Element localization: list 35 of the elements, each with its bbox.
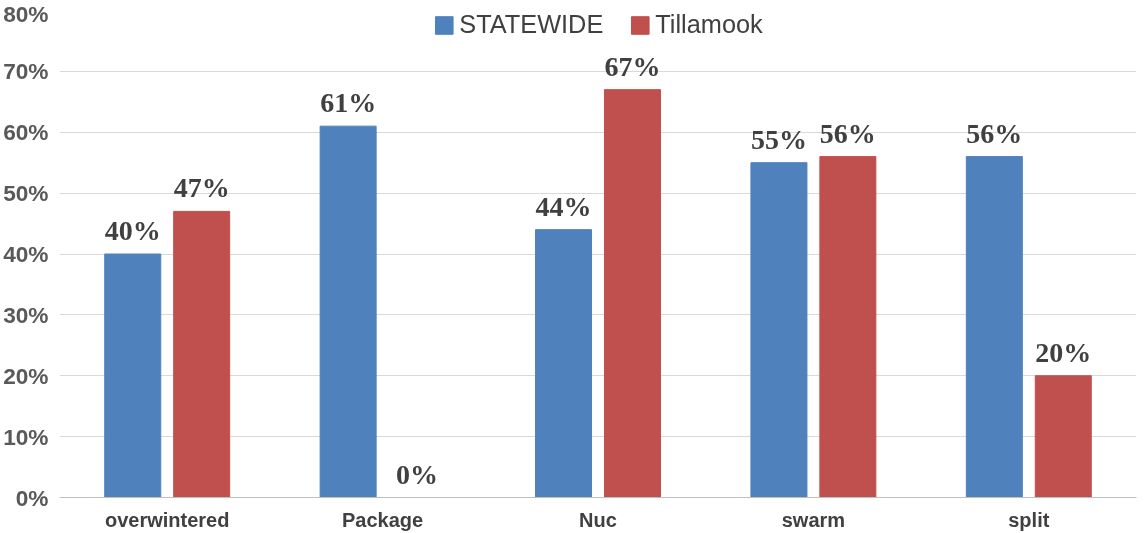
y-tick-label: 20% [3,362,49,389]
bar [750,162,808,498]
data-label: 20% [1035,336,1092,368]
data-label: 55% [750,123,807,155]
bar [819,156,877,498]
x-tick-label: Nuc [579,508,617,531]
data-label: 40% [104,215,161,246]
y-tick-label: 40% [3,241,49,267]
legend-label: Tillamook [655,10,763,39]
y-tick-label: 60% [3,119,49,146]
bar [173,210,231,498]
bar [319,125,377,498]
data-label: 67% [604,50,661,82]
y-tick-label: 50% [3,180,49,207]
x-tick-label: swarm [781,508,846,531]
y-tick-label: 70% [3,58,49,85]
x-tick-label: split [1008,508,1050,531]
y-tick-label: 10% [3,423,49,450]
y-tick-label: 30% [3,301,49,328]
bar [603,89,661,498]
data-label: 56% [966,117,1023,149]
x-tick-label: overwintered [104,508,230,531]
bar [535,229,593,498]
x-tick-label: Package [342,508,424,531]
y-tick-label: 80% [3,0,49,27]
bar [1034,375,1092,498]
data-label: 56% [819,117,876,149]
data-label: 0% [396,458,439,490]
bar [965,156,1023,498]
bar [104,253,162,498]
data-label: 47% [173,172,230,204]
legend-label: STATEWIDE [459,10,604,39]
data-label: 61% [320,87,377,119]
y-tick-label: 0% [15,484,49,511]
data-label: 44% [535,190,592,222]
